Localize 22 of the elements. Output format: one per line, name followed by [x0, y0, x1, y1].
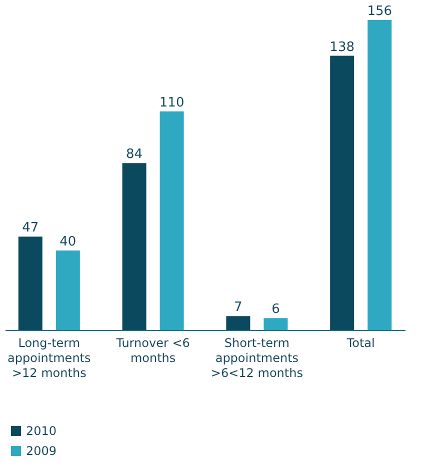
- bar: [56, 250, 80, 330]
- x-tick-label: Long-term appointments >12 months: [8, 336, 91, 380]
- data-label: 6: [272, 302, 280, 318]
- bar: [368, 20, 392, 330]
- legend-label: 2009: [26, 444, 57, 458]
- legend-label: 2010: [26, 424, 57, 438]
- bar: [264, 318, 288, 330]
- bar: [122, 163, 146, 330]
- bar: [330, 56, 354, 330]
- data-label: 47: [22, 220, 39, 236]
- x-tick-label: Turnover <6 months: [115, 336, 190, 365]
- x-tick-label: Total: [346, 336, 375, 350]
- x-tick-label: Short-term appointments >6<12 months: [210, 336, 303, 380]
- data-label: 84: [126, 147, 143, 162]
- data-label: 138: [330, 40, 354, 55]
- data-label: 40: [60, 234, 76, 250]
- bar: [226, 316, 250, 330]
- data-label: 156: [367, 4, 392, 19]
- data-label: 110: [159, 95, 184, 110]
- bar: [160, 111, 184, 330]
- data-label: 7: [234, 300, 242, 316]
- bar: [18, 236, 42, 330]
